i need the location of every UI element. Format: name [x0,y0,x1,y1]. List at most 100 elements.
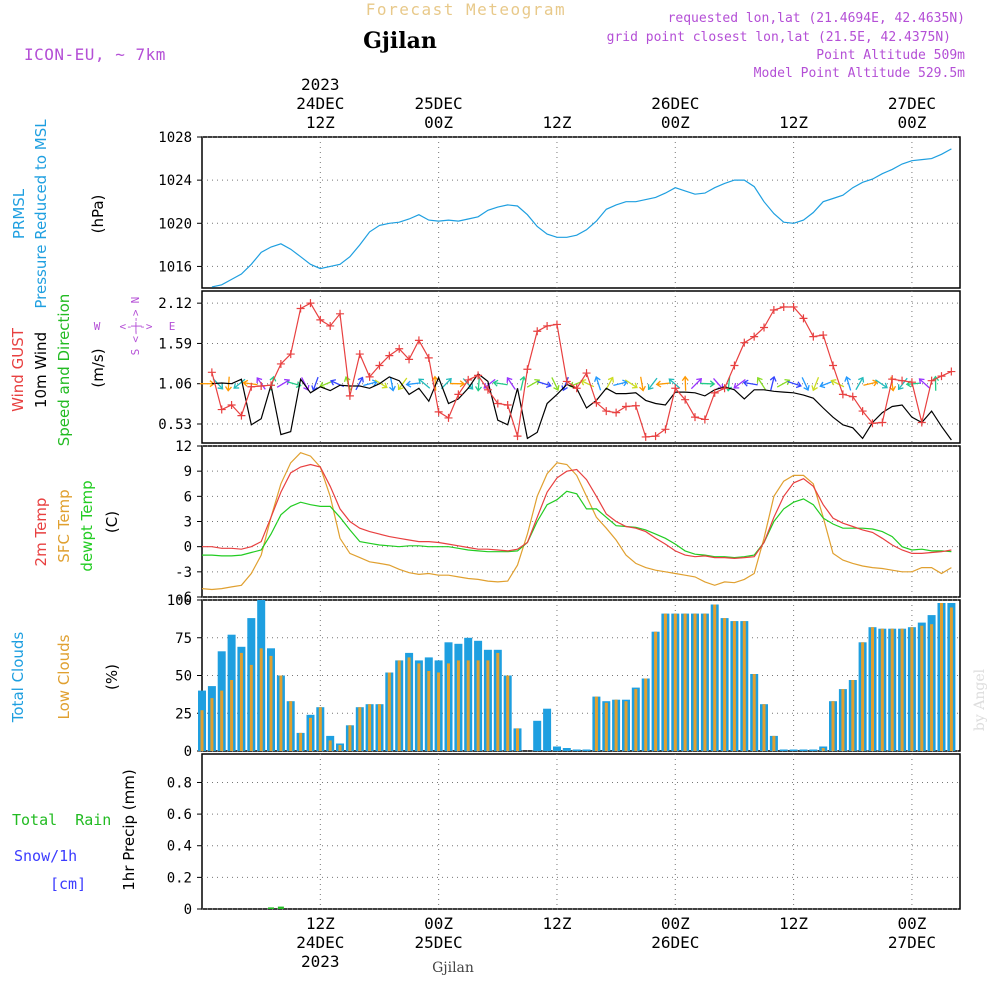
low-cloud-bar [594,696,598,751]
wind-frame [201,290,961,444]
arrow-head [534,378,541,386]
wind-direction-arrow [769,375,777,391]
gust-marker [799,314,808,323]
arrow-shaft [363,381,378,387]
gust-marker [552,320,561,329]
arrow-head [607,376,615,383]
gust-label: Wind GUST [9,327,27,412]
gust-marker [533,327,542,336]
low-cloud-bar [368,704,372,751]
pressure-label-1: PRMSL [10,188,28,239]
arrow-head [769,375,777,382]
low-cloud-bar [289,701,293,751]
arrow-head [811,385,818,392]
wind-direction-arrow [506,376,516,390]
time-label: 00Z [661,113,690,132]
gust-marker [582,369,591,378]
low-cloud-bar [861,642,865,751]
rain-bar [268,907,274,909]
gust-marker [641,432,650,441]
y-tick-label: 0.53 [158,417,192,433]
y-tick-label: 9 [184,464,192,480]
wind-direction-arrow [418,378,431,389]
gust-marker [878,418,887,427]
arrow-head [233,383,240,389]
y-tick-label: 3 [184,515,192,531]
wind-direction-arrow [776,378,791,388]
clouds-unit: (%) [103,664,121,690]
gust-marker [306,299,315,308]
low-cloud-bar [634,689,638,751]
arrow-head [709,380,716,388]
gust-marker [503,401,512,409]
wind-direction-arrow [374,379,388,389]
gust-marker [345,391,354,400]
wind-panel: 0.53 1.06 1.59 2.12 [158,290,961,444]
gust-marker [395,344,404,353]
low-cloud-bar [239,652,243,751]
time-label: 00Z [661,914,690,933]
rain-bar [277,906,284,909]
arrow-shaft [398,377,408,390]
arrow-shaft [580,380,595,388]
wind-direction-arrow [700,380,716,388]
arrow-shaft [812,376,820,391]
low-cloud-bar [841,689,845,751]
low-cloud-bar [476,660,480,751]
gust-marker [937,372,946,381]
wind-direction-arrow [388,376,396,392]
arrow-head [639,385,646,392]
arrow-head [217,383,224,390]
time-label: 12Z [543,914,572,933]
gust-marker [750,332,759,341]
gust-marker [927,376,936,385]
arrow-shaft [477,376,481,391]
gust-marker [424,353,433,362]
time-label: 12Z [543,113,572,132]
arrow-head [224,386,232,392]
arrow-head [269,375,277,382]
time-label: 27DEC [888,94,936,113]
compass-vertical-arrow: <-|-> [129,309,142,342]
low-cloud-bar [220,690,224,751]
arrow-head [784,378,791,386]
gust-marker [779,302,788,311]
low-cloud-bar [259,648,263,751]
pressure-line [211,148,952,288]
compass-horizontal-arrow: <-|-> [119,320,152,333]
gust-marker [898,376,907,385]
time-label: 00Z [897,113,926,132]
arrow-shaft [875,379,888,389]
low-cloud-bar [210,698,214,751]
wind-direction-arrow [561,376,569,392]
arrow-head [343,376,351,383]
y-tick-label: 25 [175,706,192,722]
arrow-shaft [537,381,551,387]
y-tick-label: 1020 [158,216,192,232]
arrow-shaft [605,377,614,391]
arrow-shaft [243,382,258,386]
gust-marker [336,309,345,318]
wind-direction-arrow [690,377,703,390]
wind-direction-arrow [450,380,466,388]
y-tick-label: -3 [175,565,192,581]
arrow-shaft [656,382,671,386]
arrow-head [881,382,888,389]
time-label: 25DEC [415,94,463,113]
gust-marker [829,361,838,370]
arrow-head [889,385,897,392]
y-tick-label: 1.06 [158,377,192,393]
time-label: 2023 [301,952,340,971]
snow-unit-label: [cm] [50,875,86,893]
time-label: 00Z [424,914,453,933]
wind-direction-arrow [526,378,541,388]
low-cloud-bar [447,663,450,751]
arrow-shaft [493,381,508,386]
arrow-shaft [743,381,758,386]
low-cloud-bar [328,740,332,751]
wind-direction-arrow [801,377,810,392]
gust-marker [789,302,798,311]
arrow-shaft [855,377,864,391]
